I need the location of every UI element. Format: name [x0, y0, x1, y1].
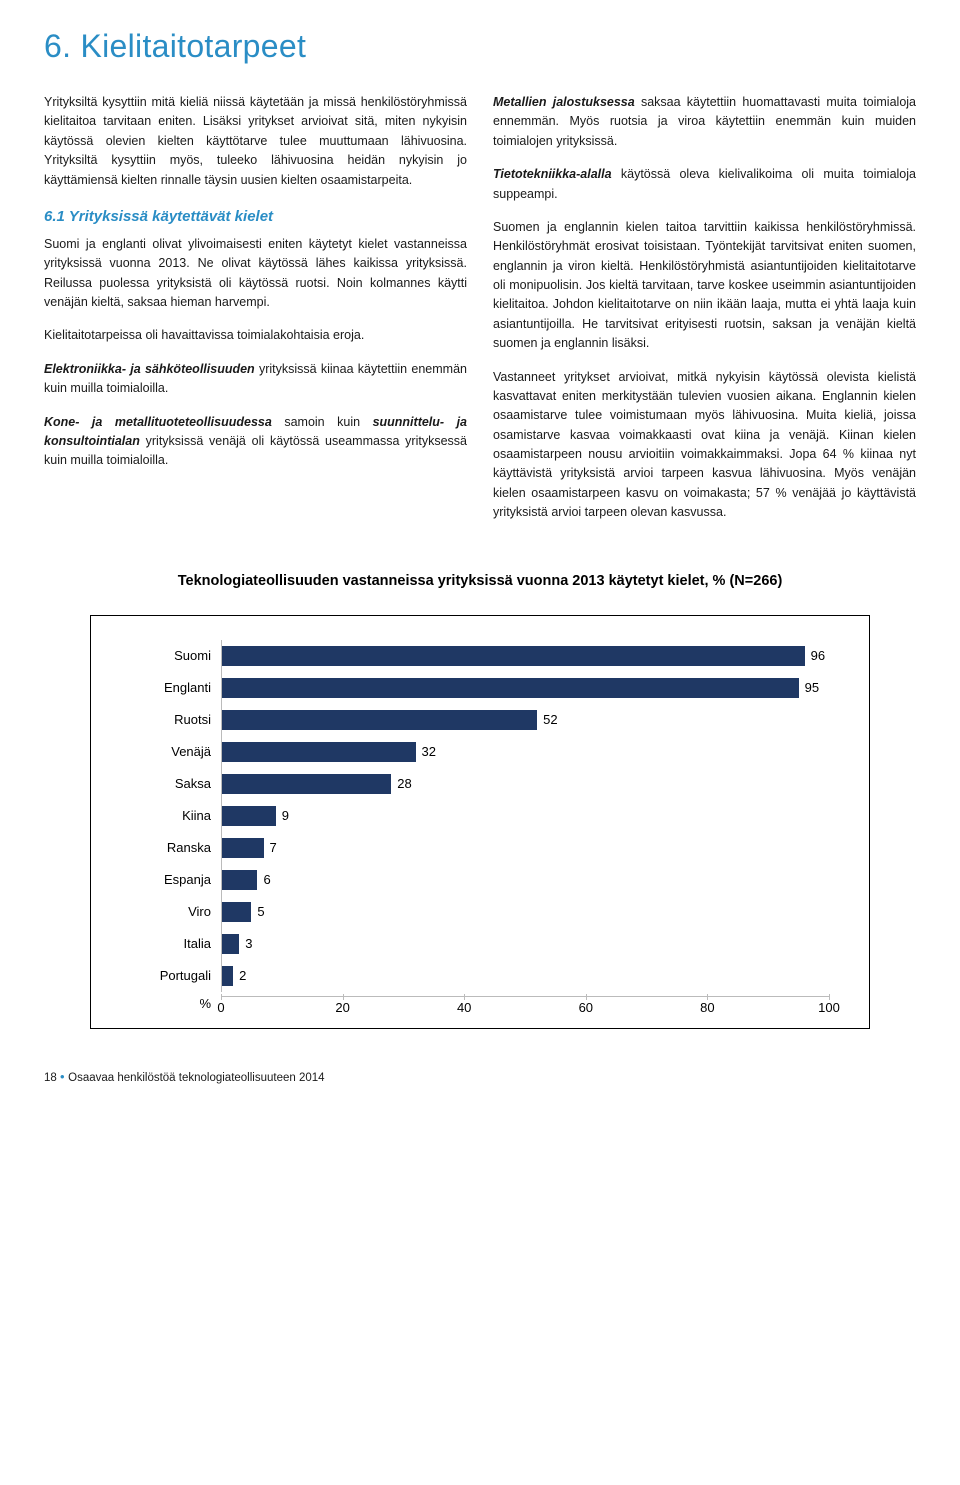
para-diffs: Kielitaitotarpeissa oli havaittavissa to… — [44, 326, 467, 345]
x-tick: 20 — [335, 1000, 349, 1015]
chart-row: Italia 3 — [131, 928, 829, 960]
txt: samoin kuin — [272, 415, 373, 429]
chart-row-label: Saksa — [131, 776, 221, 791]
para-electro: Elektroniikka- ja sähköteollisuuden yrit… — [44, 360, 467, 399]
left-column: Yrityksiltä kysyttiin mitä kieliä niissä… — [44, 93, 467, 537]
para-kone: Kone- ja metallituoteteollisuudessa samo… — [44, 413, 467, 471]
x-tick: 100 — [818, 1000, 840, 1015]
chart-bar — [221, 806, 276, 826]
para-future: Vastanneet yritykset arvioivat, mitkä ny… — [493, 368, 916, 523]
chart-bar — [221, 902, 251, 922]
chart-bars-area: Suomi96Englanti95Ruotsi52Venäjä32Saksa28… — [131, 640, 829, 992]
chart-row-label: Englanti — [131, 680, 221, 695]
para-languages: Suomi ja englanti olivat ylivoimaisesti … — [44, 235, 467, 313]
chart-row: Suomi 96 — [131, 640, 829, 672]
x-axis-label: % — [131, 996, 221, 1016]
footer-text: Osaavaa henkilöstöä teknologiateollisuut… — [68, 1072, 324, 1084]
chart-row-label: Kiina — [131, 808, 221, 823]
bullet-icon: • — [60, 1069, 68, 1084]
x-tick: 40 — [457, 1000, 471, 1015]
chart-value-label: 32 — [422, 744, 436, 759]
right-column: Metallien jalostuksessa saksaa käytettii… — [493, 93, 916, 537]
chart-value-label: 5 — [257, 904, 264, 919]
intro-para: Yrityksiltä kysyttiin mitä kieliä niissä… — [44, 93, 467, 190]
chart-value-label: 28 — [397, 776, 411, 791]
chart-row-label: Venäjä — [131, 744, 221, 759]
section-6-1-heading: 6.1 Yrityksissä käytettävät kielet — [44, 208, 467, 225]
chart-bar-area: 6 — [221, 864, 829, 896]
chart-bar-area: 52 — [221, 704, 829, 736]
chart-row: Kiina 9 — [131, 800, 829, 832]
industry-em: Elektroniikka- ja sähköteollisuuden — [44, 362, 255, 376]
chart-bar — [221, 742, 416, 762]
para-it: Tietotekniikka-alalla käytössä oleva kie… — [493, 165, 916, 204]
chart-value-label: 95 — [805, 680, 819, 695]
industry-em: Tietotekniikka-alalla — [493, 167, 612, 181]
chart-bar-area: 3 — [221, 928, 829, 960]
page-title: 6. Kielitaitotarpeet — [44, 28, 916, 65]
chart-row-label: Portugali — [131, 968, 221, 983]
chart-row-label: Italia — [131, 936, 221, 951]
chart-bar-area: 28 — [221, 768, 829, 800]
body-columns: Yrityksiltä kysyttiin mitä kieliä niissä… — [44, 93, 916, 537]
chart-bar-area: 5 — [221, 896, 829, 928]
chart-bar — [221, 934, 239, 954]
chart-row-label: Ranska — [131, 840, 221, 855]
chart-x-axis: % 020406080100 — [131, 996, 829, 1016]
chart-row: Englanti 95 — [131, 672, 829, 704]
chart-row: Venäjä 32 — [131, 736, 829, 768]
chart-value-label: 2 — [239, 968, 246, 983]
chart-title: Teknologiateollisuuden vastanneissa yrit… — [44, 573, 916, 589]
chart-value-label: 96 — [811, 648, 825, 663]
chart-row: Saksa 28 — [131, 768, 829, 800]
chart-row: Portugali 2 — [131, 960, 829, 992]
chart-row: Espanja 6 — [131, 864, 829, 896]
x-axis-ticks: 020406080100 — [221, 996, 829, 1016]
chart-bar-area: 96 — [221, 640, 829, 672]
chart-row-label: Ruotsi — [131, 712, 221, 727]
chart-bar-area: 32 — [221, 736, 829, 768]
chart-bar-area: 7 — [221, 832, 829, 864]
x-tick: 80 — [700, 1000, 714, 1015]
chart-bar — [221, 966, 233, 986]
page-footer: 18 • Osaavaa henkilöstöä teknologiateoll… — [44, 1069, 916, 1084]
x-tick: 60 — [579, 1000, 593, 1015]
chart-value-label: 3 — [245, 936, 252, 951]
chart-row-label: Espanja — [131, 872, 221, 887]
chart-value-label: 6 — [263, 872, 270, 887]
chart-bar — [221, 646, 805, 666]
chart-row: Ranska 7 — [131, 832, 829, 864]
chart-value-label: 9 — [282, 808, 289, 823]
industry-em: Kone- ja metallituoteteollisuudessa — [44, 415, 272, 429]
industry-em: Metallien jalostuksessa — [493, 95, 635, 109]
chart-bar — [221, 678, 799, 698]
chart-bar-area: 95 — [221, 672, 829, 704]
page-number: 18 — [44, 1072, 57, 1084]
para-groups: Suomen ja englannin kielen taitoa tarvit… — [493, 218, 916, 354]
chart-row-label: Viro — [131, 904, 221, 919]
chart-value-label: 52 — [543, 712, 557, 727]
chart-bar-area: 2 — [221, 960, 829, 992]
chart-row-label: Suomi — [131, 648, 221, 663]
chart-bar-area: 9 — [221, 800, 829, 832]
para-metal: Metallien jalostuksessa saksaa käytettii… — [493, 93, 916, 151]
x-tick: 0 — [217, 1000, 224, 1015]
chart-row: Viro 5 — [131, 896, 829, 928]
language-chart: Suomi96Englanti95Ruotsi52Venäjä32Saksa28… — [90, 615, 870, 1029]
chart-bar — [221, 870, 257, 890]
chart-row: Ruotsi 52 — [131, 704, 829, 736]
chart-value-label: 7 — [270, 840, 277, 855]
chart-bar — [221, 710, 537, 730]
chart-bar — [221, 774, 391, 794]
chart-bar — [221, 838, 264, 858]
